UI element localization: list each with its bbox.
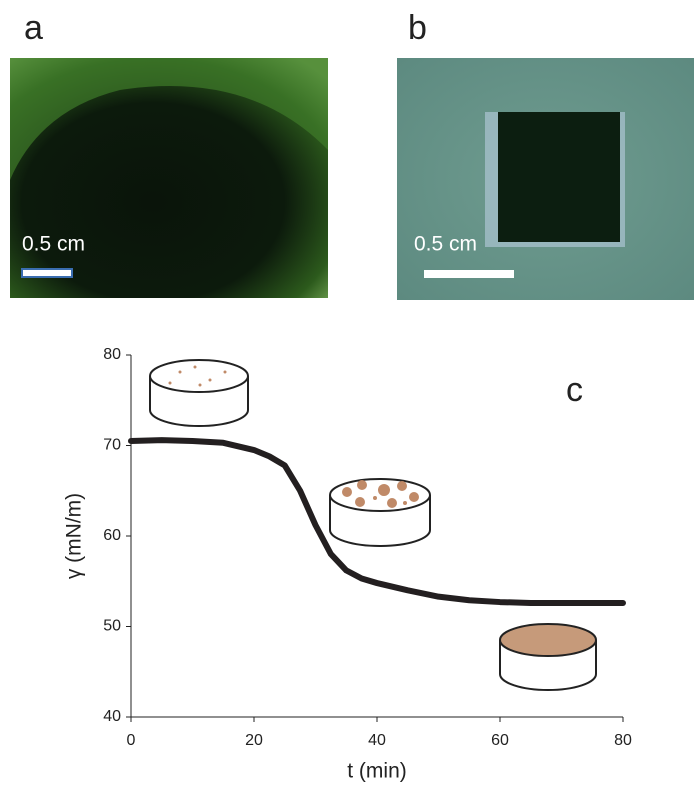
y-tick-label: 50 xyxy=(103,618,121,635)
photo-object xyxy=(498,112,620,242)
photo-highlight xyxy=(10,58,328,180)
y-tick-label: 40 xyxy=(103,708,121,725)
icon xyxy=(149,359,597,691)
panel-label: a xyxy=(24,9,43,47)
y-tick-label: 60 xyxy=(103,527,121,544)
chart: 40 50 60 70 80 0 20 40 60 80 t (min) γ (mN/m) xyxy=(63,346,632,782)
scale-bar xyxy=(424,270,514,278)
icon-particles xyxy=(168,365,419,508)
panel-label: c xyxy=(566,371,583,409)
y-axis-title: γ (mN/m) xyxy=(63,493,86,579)
x-tick-label: 80 xyxy=(614,732,632,749)
x-tick-label: 60 xyxy=(491,732,509,749)
x-axis-title: t (min) xyxy=(347,760,407,783)
scale-text: 0.5 cm xyxy=(22,233,85,256)
x-tick-label: 20 xyxy=(245,732,263,749)
data-line xyxy=(128,437,626,606)
scale-bar xyxy=(21,268,73,278)
y-tick-label: 70 xyxy=(103,437,121,454)
x-tick-label: 0 xyxy=(127,732,136,749)
scale-text: 0.5 cm xyxy=(414,233,477,256)
y-tick-label: 80 xyxy=(103,346,121,363)
panel-label: b xyxy=(408,9,427,47)
x-tick-label: 40 xyxy=(368,732,386,749)
